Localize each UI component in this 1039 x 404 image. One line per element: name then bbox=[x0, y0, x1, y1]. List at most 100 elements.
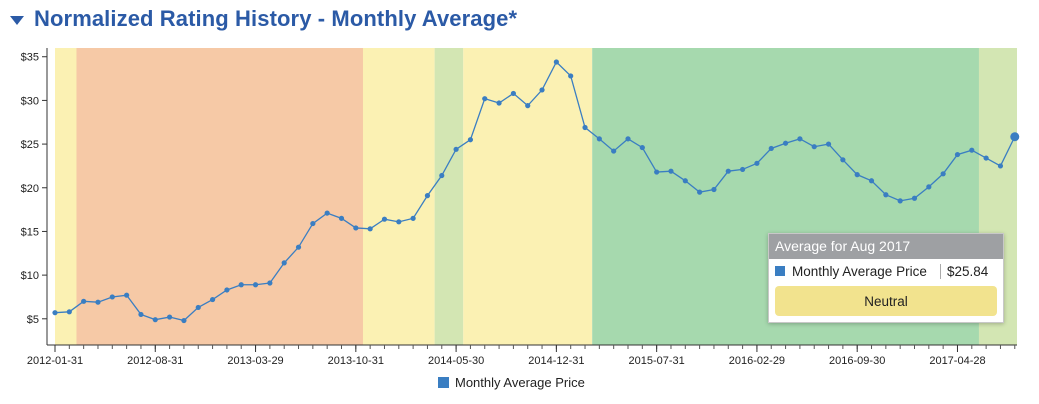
x-tick-label: 2016-09-30 bbox=[829, 355, 885, 367]
data-point bbox=[238, 282, 244, 288]
data-point bbox=[324, 210, 330, 216]
y-tick-label: $35 bbox=[21, 52, 39, 64]
data-point bbox=[811, 144, 817, 150]
data-point bbox=[295, 244, 302, 250]
data-point bbox=[754, 160, 760, 166]
x-tick-label: 2017-04-28 bbox=[929, 355, 985, 367]
y-tick-label: $20 bbox=[21, 183, 39, 195]
data-point bbox=[611, 148, 617, 154]
chart-legend[interactable]: Monthly Average Price bbox=[438, 375, 585, 390]
data-point bbox=[66, 309, 72, 315]
data-point bbox=[453, 146, 459, 152]
data-point bbox=[711, 186, 717, 193]
x-tick-label: 2012-08-31 bbox=[127, 355, 183, 367]
data-point bbox=[582, 124, 588, 131]
data-point bbox=[553, 59, 559, 65]
data-point bbox=[209, 296, 216, 303]
data-point bbox=[926, 184, 932, 190]
data-point bbox=[95, 299, 101, 305]
tooltip-label: Monthly Average Price bbox=[792, 263, 941, 279]
data-point bbox=[525, 103, 531, 109]
data-point bbox=[782, 140, 789, 146]
highlighted-point bbox=[1010, 132, 1020, 142]
data-point bbox=[768, 145, 774, 152]
tooltip-rating-badge: Neutral bbox=[775, 286, 997, 316]
data-point bbox=[467, 137, 474, 143]
data-point bbox=[152, 317, 158, 323]
data-point bbox=[668, 168, 674, 174]
data-point bbox=[539, 87, 545, 93]
tooltip-swatch bbox=[775, 266, 785, 276]
data-point bbox=[596, 136, 602, 142]
rating-band bbox=[55, 48, 77, 345]
axes: $5 $10 $15 $20 $25 $30 $35 2012-01-31 2012-08-31… bbox=[21, 48, 1017, 367]
data-point bbox=[482, 96, 488, 102]
price-series bbox=[52, 59, 1020, 324]
data-point bbox=[840, 157, 846, 163]
x-tick-label: 2015-07-31 bbox=[629, 355, 685, 367]
data-point bbox=[195, 304, 201, 311]
data-point bbox=[625, 136, 631, 142]
y-tick-label: $25 bbox=[21, 139, 39, 151]
data-point bbox=[654, 169, 660, 175]
x-tick-label: 2013-03-29 bbox=[227, 355, 283, 367]
data-point bbox=[124, 292, 130, 298]
data-point bbox=[439, 172, 445, 179]
rating-bands bbox=[55, 48, 1017, 345]
data-point bbox=[969, 147, 975, 153]
section-header[interactable]: Normalized Rating History - Monthly Aver… bbox=[10, 4, 517, 34]
data-point bbox=[381, 216, 388, 222]
data-point bbox=[825, 141, 832, 147]
data-point bbox=[883, 192, 889, 198]
data-point bbox=[338, 215, 345, 221]
data-point bbox=[697, 189, 703, 195]
y-tick-label: $30 bbox=[21, 95, 39, 107]
data-point bbox=[725, 168, 731, 174]
tooltip-title: Average for Aug 2017 bbox=[769, 234, 1003, 259]
data-point bbox=[310, 220, 316, 227]
data-point bbox=[52, 310, 58, 316]
series-line bbox=[54, 60, 1016, 322]
y-tick-label: $10 bbox=[21, 270, 39, 282]
data-point bbox=[424, 193, 431, 199]
legend-label: Monthly Average Price bbox=[455, 375, 585, 390]
data-point bbox=[639, 144, 645, 151]
x-tick-label: 2014-05-30 bbox=[428, 355, 484, 367]
data-point bbox=[510, 90, 516, 97]
data-point bbox=[854, 172, 860, 178]
data-point bbox=[367, 226, 373, 232]
hover-tooltip: Average for Aug 2017 Monthly Average Pri… bbox=[768, 233, 1004, 323]
data-point bbox=[167, 314, 173, 320]
data-point bbox=[181, 317, 187, 324]
rating-band bbox=[434, 48, 464, 345]
data-point bbox=[797, 136, 803, 142]
data-point bbox=[568, 73, 574, 79]
data-point bbox=[682, 178, 688, 184]
rating-band bbox=[362, 48, 435, 345]
tooltip-value: $25.84 bbox=[947, 263, 989, 279]
data-point bbox=[224, 287, 230, 293]
rating-band bbox=[463, 48, 593, 345]
data-point bbox=[281, 260, 287, 266]
data-point bbox=[252, 282, 259, 288]
legend-swatch bbox=[438, 377, 449, 388]
x-tick-label: 2012-01-31 bbox=[27, 355, 83, 367]
data-point bbox=[396, 219, 402, 225]
data-point bbox=[997, 163, 1004, 169]
x-tick-label: 2014-12-31 bbox=[528, 355, 584, 367]
data-point bbox=[740, 166, 746, 173]
data-point bbox=[109, 294, 115, 300]
chart-title: Normalized Rating History - Monthly Aver… bbox=[34, 6, 518, 31]
data-point bbox=[267, 280, 273, 286]
y-tick-label: $15 bbox=[21, 226, 39, 238]
data-point bbox=[897, 198, 903, 204]
rating-band bbox=[76, 48, 363, 345]
x-tick-label: 2013-10-31 bbox=[328, 355, 384, 367]
data-point bbox=[954, 151, 961, 158]
tooltip-row: Monthly Average Price $25.84 bbox=[769, 259, 1003, 283]
data-point bbox=[496, 100, 502, 106]
data-point bbox=[81, 298, 87, 304]
collapse-caret-icon[interactable] bbox=[10, 15, 24, 25]
data-point bbox=[868, 178, 875, 184]
